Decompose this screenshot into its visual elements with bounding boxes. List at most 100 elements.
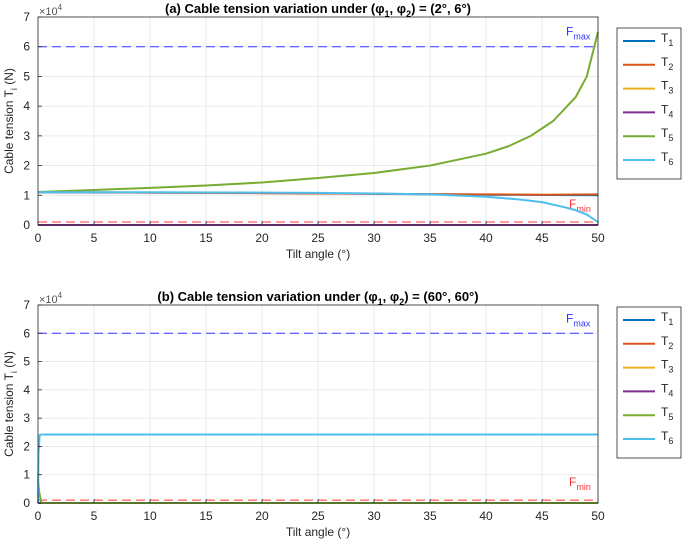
- legend-label-main: T: [661, 55, 669, 69]
- x-tick-label: 0: [35, 509, 42, 523]
- fmax-label-sub: max: [573, 32, 591, 42]
- x-tick-label: 25: [311, 509, 325, 523]
- y-tick-label: 3: [23, 411, 30, 425]
- chart-title: (a) Cable tension variation under (φ1, φ…: [165, 1, 471, 19]
- x-tick-label: 45: [535, 231, 549, 245]
- legend-label: T2: [661, 334, 673, 351]
- title-comma: ,: [383, 289, 390, 304]
- title-sub-1: 1: [378, 297, 383, 307]
- x-tick-label: 45: [535, 509, 549, 523]
- series-line-t6: [38, 191, 599, 223]
- y-exponent-power: 4: [58, 3, 63, 12]
- legend-box: [616, 27, 682, 180]
- x-tick-label: 15: [199, 509, 213, 523]
- x-tick-label: 10: [143, 509, 157, 523]
- legend-label-main: T: [661, 429, 669, 443]
- y-tick-label: 7: [23, 10, 30, 24]
- y-label-sub: i: [9, 88, 19, 90]
- title-suffix: ) = (2°, 6°): [411, 1, 471, 16]
- x-axis-label: Tilt angle (°): [286, 247, 350, 261]
- y-exponent-label: ×104: [39, 291, 63, 306]
- y-exponent-base: ×10: [39, 294, 58, 306]
- legend-label-main: T: [661, 126, 669, 140]
- legend-label-main: T: [661, 381, 669, 395]
- legend-label: T5: [661, 405, 673, 422]
- x-tick-label: 50: [591, 509, 605, 523]
- chart-title: (b) Cable tension variation under (φ1, φ…: [157, 289, 478, 307]
- y-exponent-power: 4: [58, 291, 63, 300]
- fmax-label-main: F: [566, 25, 573, 39]
- fmin-label-main: F: [569, 475, 576, 489]
- x-tick-label: 30: [367, 509, 381, 523]
- legend-label-main: T: [661, 102, 669, 116]
- y-tick-label: 5: [23, 69, 30, 83]
- legend-label: T5: [661, 126, 673, 143]
- legend-label-main: T: [661, 150, 669, 164]
- series-line-t5: [37, 31, 599, 194]
- legend-label: T4: [661, 381, 673, 398]
- y-tick-label: 3: [23, 129, 30, 143]
- legend-label: T6: [661, 429, 673, 446]
- legend-label-sub: 1: [668, 317, 673, 327]
- legend-label-main: T: [661, 79, 669, 93]
- title-suffix: ) = (60°, 60°): [404, 289, 478, 304]
- x-tick-label: 35: [423, 509, 437, 523]
- y-exponent-label: ×104: [39, 3, 63, 18]
- title-prefix: (a) Cable tension variation under (: [165, 1, 376, 16]
- y-tick-label: 1: [23, 188, 30, 202]
- fmax-label: Fmax: [566, 25, 591, 42]
- x-tick-label: 30: [367, 231, 381, 245]
- y-tick-label: 7: [23, 298, 30, 312]
- y-label-main: Cable tension T: [2, 89, 16, 174]
- legend-label: T1: [661, 310, 673, 327]
- legend-label-sub: 2: [668, 341, 673, 351]
- legend-label: T6: [661, 150, 673, 167]
- legend-label-main: T: [661, 31, 669, 45]
- legend-label-sub: 3: [668, 86, 673, 96]
- x-tick-label: 10: [143, 231, 157, 245]
- y-label-main: Cable tension T: [2, 372, 16, 457]
- y-tick-label: 0: [23, 496, 30, 510]
- legend-label: T2: [661, 55, 673, 72]
- title-sub-1: 1: [385, 9, 390, 19]
- legend-label-sub: 2: [668, 62, 673, 72]
- x-tick-label: 20: [255, 509, 269, 523]
- legend-label-sub: 6: [668, 157, 673, 167]
- title-prefix: (b) Cable tension variation under (: [157, 289, 369, 304]
- legend-label: T3: [661, 358, 673, 375]
- title-comma: ,: [390, 1, 397, 16]
- legend-label-main: T: [661, 358, 669, 372]
- x-tick-label: 15: [199, 231, 213, 245]
- legend-label: T4: [661, 102, 673, 119]
- y-tick-label: 2: [23, 159, 30, 173]
- y-tick-label: 4: [23, 383, 30, 397]
- fmin-label: Fmin: [569, 475, 591, 492]
- y-tick-label: 4: [23, 99, 30, 113]
- title-phi-1: φ: [375, 1, 384, 16]
- y-tick-label: 0: [23, 218, 30, 232]
- title-sub-2: 2: [399, 297, 404, 307]
- fmax-label-main: F: [566, 311, 573, 325]
- legend-label-main: T: [661, 405, 669, 419]
- y-label-unit: (N): [2, 351, 16, 371]
- x-tick-label: 40: [479, 231, 493, 245]
- y-axis-label: Cable tension Ti (N): [2, 68, 19, 174]
- title-phi-2: φ: [397, 1, 406, 16]
- x-tick-label: 20: [255, 231, 269, 245]
- y-axis-label: Cable tension Ti (N): [2, 351, 19, 457]
- fmax-label: Fmax: [566, 311, 591, 328]
- y-tick-label: 5: [23, 355, 30, 369]
- legend-label-main: T: [661, 310, 669, 324]
- y-tick-label: 6: [23, 40, 30, 54]
- y-tick-label: 2: [23, 439, 30, 453]
- x-axis-label: Tilt angle (°): [286, 525, 350, 539]
- legend-label-sub: 4: [668, 109, 673, 119]
- fmin-label-sub: min: [576, 204, 591, 214]
- title-phi-2: φ: [390, 289, 399, 304]
- x-tick-label: 50: [591, 231, 605, 245]
- fmin-label-main: F: [569, 197, 576, 211]
- legend-box: [616, 306, 682, 459]
- x-tick-label: 40: [479, 509, 493, 523]
